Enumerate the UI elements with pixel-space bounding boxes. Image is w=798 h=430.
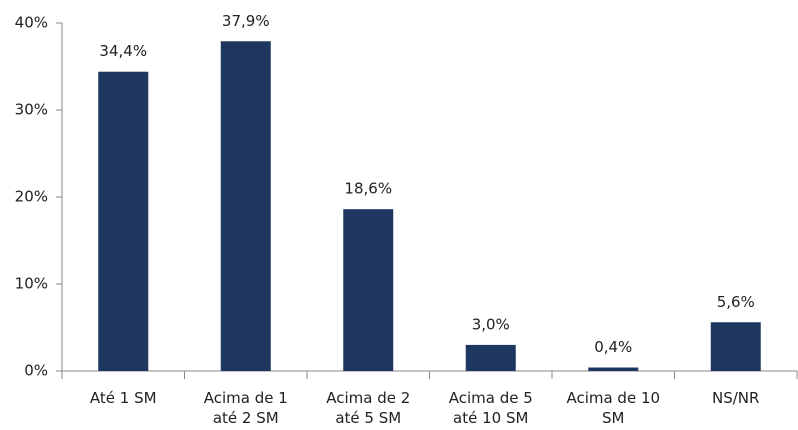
data-label: 34,4%: [99, 42, 147, 60]
data-label: 5,6%: [717, 293, 755, 311]
x-tick-label: Até 1 SM: [89, 389, 157, 407]
data-label: 3,0%: [472, 315, 510, 333]
bar: [465, 344, 516, 371]
data-label: 18,6%: [344, 180, 392, 198]
x-tick-label: Acima de 1 até 2 SM: [203, 389, 288, 427]
bar: [588, 367, 639, 371]
bar: [220, 41, 271, 372]
x-tick-label: Acima de 5 até 10 SM: [448, 389, 533, 427]
y-tick-label: 0%: [24, 362, 48, 380]
x-tick-label: Acima de 10 SM: [566, 389, 661, 427]
bar: [98, 71, 149, 371]
x-tick-label: Acima de 2 até 5 SM: [326, 389, 411, 427]
y-tick-label: 30%: [15, 101, 48, 119]
bar: [343, 209, 394, 371]
data-label: 0,4%: [594, 338, 632, 356]
y-tick-label: 10%: [15, 275, 48, 293]
y-tick-label: 40%: [15, 14, 48, 32]
y-tick-label: 20%: [15, 188, 48, 206]
data-label: 37,9%: [222, 12, 270, 30]
x-tick-label: NS/NR: [712, 389, 760, 407]
bar: [710, 322, 761, 371]
